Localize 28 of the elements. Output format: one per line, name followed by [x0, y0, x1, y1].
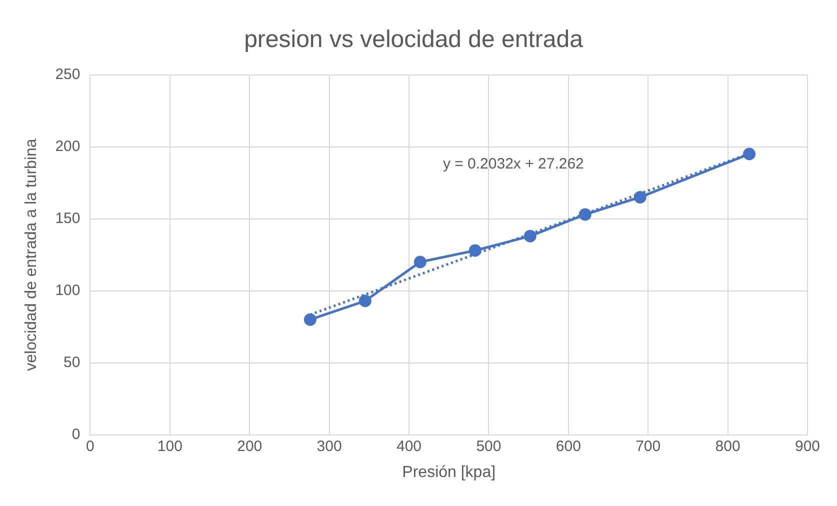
point [524, 230, 536, 242]
y-tick-label: 250 [55, 66, 80, 83]
x-tick-label: 500 [476, 438, 502, 455]
point [578, 208, 592, 221]
x-tick-label: 600 [556, 438, 581, 455]
point [358, 294, 372, 308]
y-tick-label: 100 [55, 282, 80, 299]
x-tick-label: 800 [715, 438, 740, 455]
x-tick-label: 300 [316, 438, 342, 455]
y-tick-label: 50 [64, 354, 80, 371]
x-tick-label: 200 [237, 438, 262, 455]
point [468, 244, 482, 257]
x-tick-label: 900 [794, 438, 820, 455]
point [414, 256, 426, 268]
x-axis-title: Presión [kpa] [402, 464, 496, 481]
x-tick-label: 400 [396, 438, 422, 455]
annotation: y = 0.2032x + 27.262 [442, 155, 584, 172]
point [304, 313, 316, 326]
x-tick-label: 700 [636, 438, 661, 455]
point [634, 190, 646, 204]
y-tick-label: 150 [55, 210, 80, 227]
y-tick-label: 0 [72, 426, 80, 443]
x-tick-label: 100 [157, 438, 182, 455]
chart-title: presion vs velocidad de entrada [244, 26, 584, 54]
y-tick-label: 200 [55, 138, 80, 155]
x-tick-label: 0 [86, 438, 94, 455]
y-axis-title: velocidad de entrada a la turbina [23, 138, 40, 371]
point [743, 148, 756, 160]
